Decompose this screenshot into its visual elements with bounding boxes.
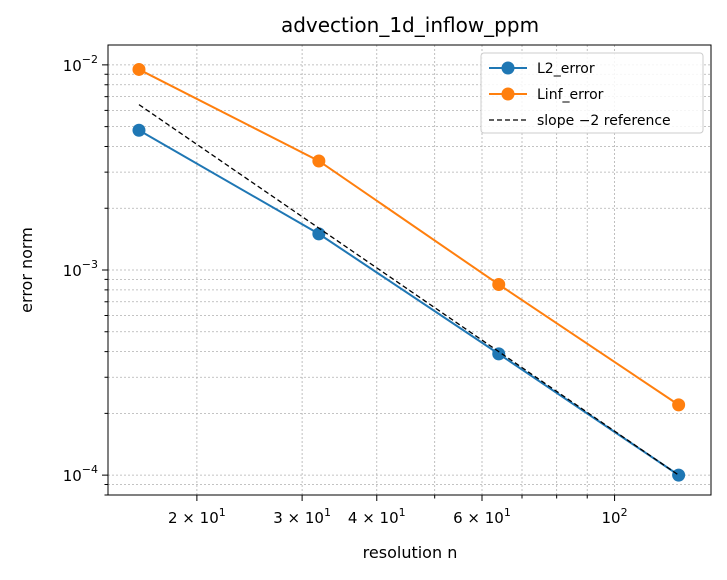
series-line-0 [138,129,680,476]
data-point [312,154,326,168]
axis-ticks: 2 × 101 3 × 101 4 × 101 6 × 101 102 10−4 10−3 1… [63,53,628,527]
y-axis-label: error norm [17,227,36,313]
y-tick-label: 10−2 [63,53,98,75]
series-line-2 [138,104,680,476]
legend-swatch-marker [501,61,515,75]
plot-series [132,62,686,482]
x-tick-label: 102 [602,506,628,527]
data-point [672,468,686,482]
x-axis-label: resolution n [363,543,458,562]
data-point [312,227,326,241]
legend-label: L2_error [537,61,595,77]
x-tick-label: 6 × 101 [453,506,511,527]
legend-label: slope −2 reference [537,113,671,129]
legend-box [480,52,704,134]
chart-title: advection_1d_inflow_ppm [281,13,539,37]
x-tick-label: 2 × 101 [168,506,226,527]
legend-label: Linf_error [537,87,604,103]
data-point [672,398,686,412]
legend-swatch-marker [501,87,515,101]
data-point [492,277,506,291]
x-tick-label: 4 × 101 [348,506,406,527]
data-point [132,62,146,76]
series-line-1 [138,68,680,406]
x-tick-label: 3 × 101 [273,506,331,527]
data-point [492,347,506,361]
y-tick-label: 10−3 [63,258,98,280]
y-tick-label: 10−4 [63,463,98,485]
data-point [132,123,146,137]
grid [108,45,711,496]
